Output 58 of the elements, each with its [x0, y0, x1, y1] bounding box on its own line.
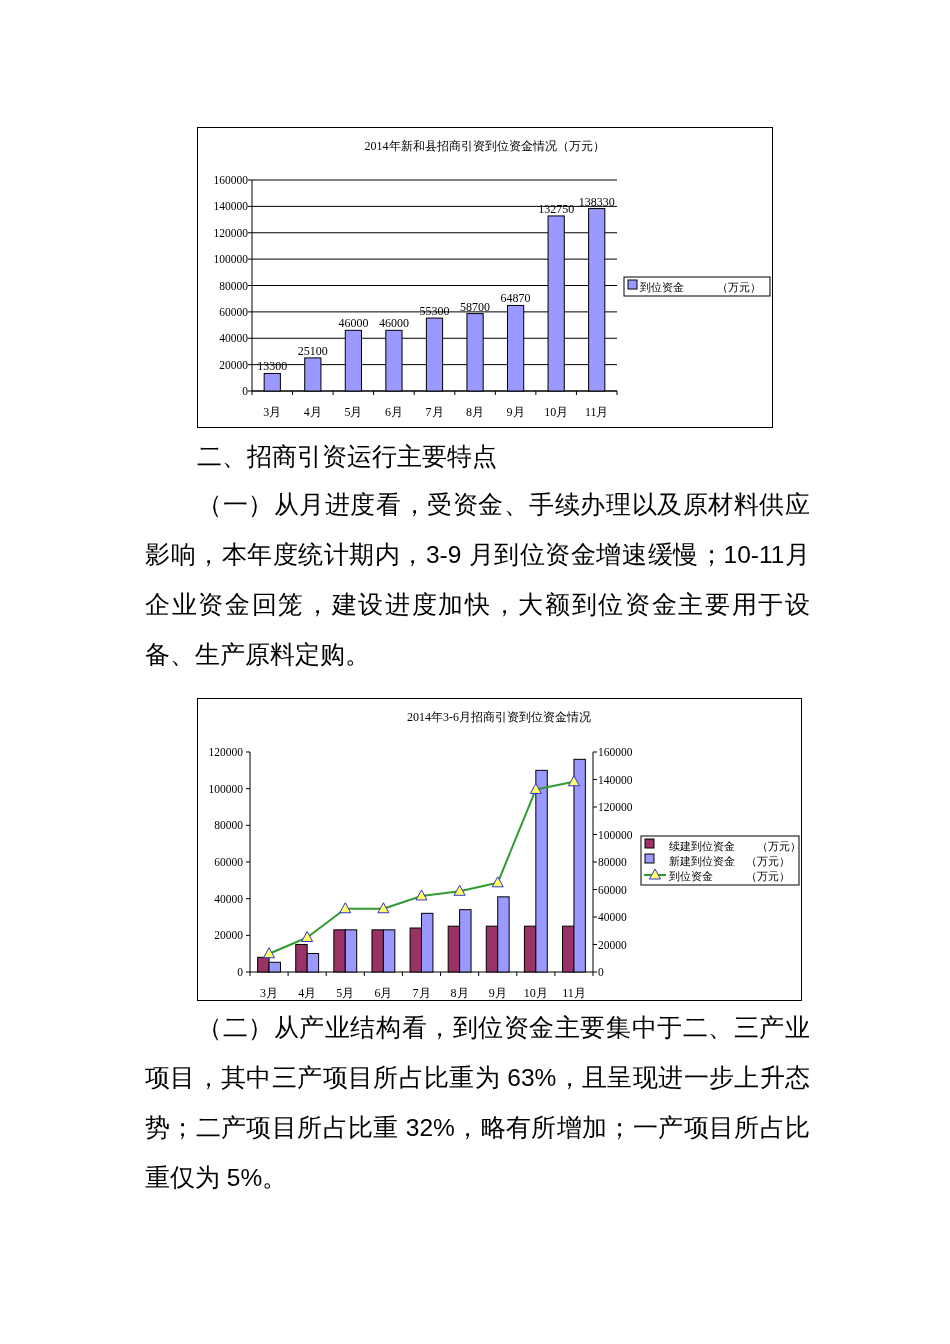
y-tick-label: 60000 [214, 856, 244, 868]
y-tick-label: 140000 [213, 200, 249, 213]
data-label: 46000 [378, 316, 409, 331]
data-label: 58700 [460, 299, 491, 314]
y2-tick-label: 80000 [598, 856, 627, 868]
x-tick-label: 10月 [544, 405, 569, 419]
y2-tick-label: 140000 [598, 773, 633, 786]
x-tick-label: 6月 [384, 405, 403, 419]
text: （二）从产业结构看，到位资金主要集中于二、三产业项目，其中三产项目所占比重为 63%，且呈现进一步上升态势；二产项目所占比重 32%，略有所增加；一产项目所占比重仅为 5%。 [145, 1013, 810, 1193]
x-tick-label: 5月 [336, 986, 355, 1000]
y2-tick-label: 160000 [598, 746, 633, 758]
x-tick-label: 4月 [298, 986, 317, 1000]
chart-title: 2014年3-6月招商引资到位资金情况 [407, 710, 591, 724]
legend-label: 到位资金 （万元） [669, 870, 790, 882]
text: （一）从月进度看，受资金、手续办理以及原材料供应影响，本年度统计期内，3-9 月到位资金增速缓慢；10-11月企业资金回笼，建设进度加快，大额到位资金主要用于设备、生产原料定购。 [145, 490, 810, 670]
x-tick-label: 7月 [412, 986, 431, 1000]
y2-tick-label: 120000 [598, 801, 633, 813]
x-tick-label: 10月 [523, 986, 548, 1000]
legend-label: 到位资金 （万元） [640, 281, 761, 293]
y-tick-label: 20000 [214, 929, 244, 942]
y-tick-label: 20000 [219, 358, 249, 371]
x-tick-label: 8月 [466, 405, 485, 419]
chart-title: 2014年新和县招商引资到位资金情况（万元） [364, 139, 605, 153]
x-tick-label: 11月 [584, 405, 609, 419]
x-tick-label: 5月 [344, 405, 363, 419]
y-tick-label: 120000 [208, 746, 244, 758]
x-tick-label: 3月 [260, 986, 279, 1000]
y2-tick-label: 60000 [598, 883, 627, 896]
x-tick-label: 6月 [374, 986, 393, 1000]
data-label: 138330 [578, 194, 615, 209]
data-label: 25100 [297, 343, 328, 358]
y2-tick-label: 0 [598, 966, 604, 978]
y-tick-label: 40000 [219, 332, 249, 345]
y-tick-label: 40000 [214, 892, 244, 905]
legend-label: 续建到位资金 （万元） [669, 840, 801, 852]
y2-tick-label: 40000 [598, 911, 627, 923]
x-tick-label: 7月 [425, 405, 444, 419]
y-tick-label: 80000 [214, 819, 244, 832]
y-tick-label: 100000 [213, 253, 249, 266]
x-tick-label: 9月 [506, 405, 525, 419]
y-tick-label: 160000 [213, 174, 249, 186]
y-tick-label: 80000 [219, 279, 249, 292]
y-tick-label: 120000 [213, 226, 249, 239]
y2-tick-label: 20000 [598, 938, 627, 951]
y-tick-label: 0 [237, 966, 244, 978]
y2-tick-label: 100000 [598, 828, 633, 841]
x-tick-label: 9月 [488, 986, 507, 1000]
data-label: 46000 [338, 316, 369, 331]
x-tick-label: 11月 [562, 986, 586, 1000]
x-tick-label: 8月 [450, 986, 469, 1000]
x-tick-label: 4月 [303, 405, 322, 419]
y-tick-label: 60000 [219, 305, 249, 318]
text: 二、招商引资运行主要特点 [196, 442, 498, 472]
y-tick-label: 100000 [208, 782, 244, 795]
x-tick-label: 3月 [263, 405, 282, 419]
y-tick-label: 0 [242, 385, 249, 397]
data-label: 64870 [500, 291, 531, 306]
legend-label: 新建到位资金 （万元） [669, 855, 790, 867]
